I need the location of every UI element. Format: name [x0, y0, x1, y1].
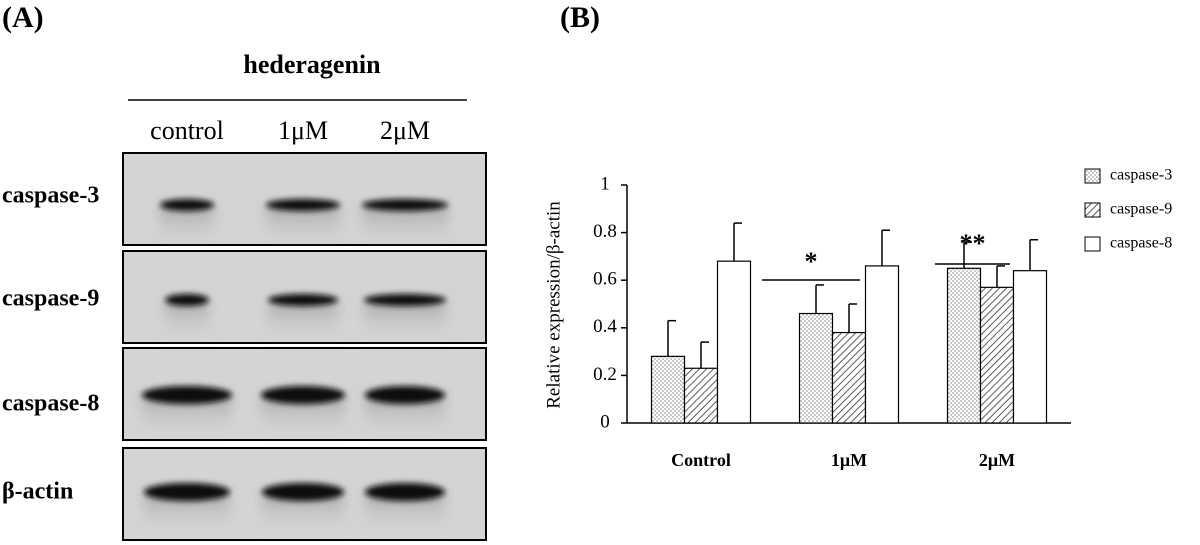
band	[262, 483, 344, 501]
y-tick-label: 0.8	[593, 221, 617, 242]
band	[365, 386, 445, 404]
bar	[716, 260, 752, 424]
x-tick-label: Control	[671, 450, 731, 470]
y-tick-label: 0.4	[593, 316, 617, 337]
panel-label: (B)	[560, 1, 600, 34]
legend-swatch	[1084, 236, 1101, 252]
band-smear	[268, 300, 338, 340]
row-label: β-actin	[2, 479, 73, 505]
band	[144, 483, 230, 501]
band	[261, 386, 345, 404]
treatment-label: hederagenin	[243, 50, 381, 79]
y-tick-label: 0	[600, 411, 610, 432]
y-axis-label: Relative expression/β-actin	[543, 201, 564, 409]
significance-mark: *	[805, 247, 818, 276]
band	[165, 294, 209, 306]
bar	[864, 265, 900, 424]
panel-label: (A)	[2, 1, 44, 34]
band	[364, 294, 446, 306]
significance-mark: **	[960, 229, 986, 258]
legend-label: caspase-3	[1110, 167, 1172, 184]
band	[160, 199, 214, 211]
y-tick-label: 0.2	[593, 364, 617, 385]
lane-label: 2μM	[380, 116, 430, 145]
bar	[979, 286, 1015, 424]
bar	[683, 367, 719, 424]
band-smear	[364, 300, 446, 340]
band	[362, 199, 448, 211]
legend-swatch	[1084, 168, 1101, 184]
band	[142, 386, 232, 404]
lane-label: control	[150, 116, 224, 145]
legend-label: caspase-9	[1110, 201, 1172, 218]
legend-label: caspase-8	[1110, 235, 1172, 252]
bar	[946, 267, 982, 424]
y-tick-label: 0.6	[593, 269, 617, 290]
bar	[650, 355, 686, 424]
band-smear	[160, 205, 214, 245]
legend-swatch	[1084, 202, 1101, 218]
y-tick-label: 1	[600, 173, 610, 194]
x-tick-label: 2μM	[979, 450, 1015, 470]
lane-label: 1μM	[278, 116, 328, 145]
band-smear	[362, 205, 448, 245]
x-tick-label: 1μM	[831, 450, 867, 470]
band	[268, 294, 338, 306]
band	[365, 483, 445, 501]
row-label: caspase-8	[2, 391, 99, 417]
bar	[1012, 270, 1048, 424]
band-smear	[266, 205, 340, 245]
band	[266, 199, 340, 211]
bar	[798, 312, 834, 424]
band-smear	[165, 300, 209, 340]
blots: caspase-3 caspase-9 caspase-8 β-actin	[2, 152, 487, 541]
row-label: caspase-3	[2, 183, 99, 209]
row-label: caspase-9	[2, 286, 99, 312]
bar	[831, 331, 867, 424]
